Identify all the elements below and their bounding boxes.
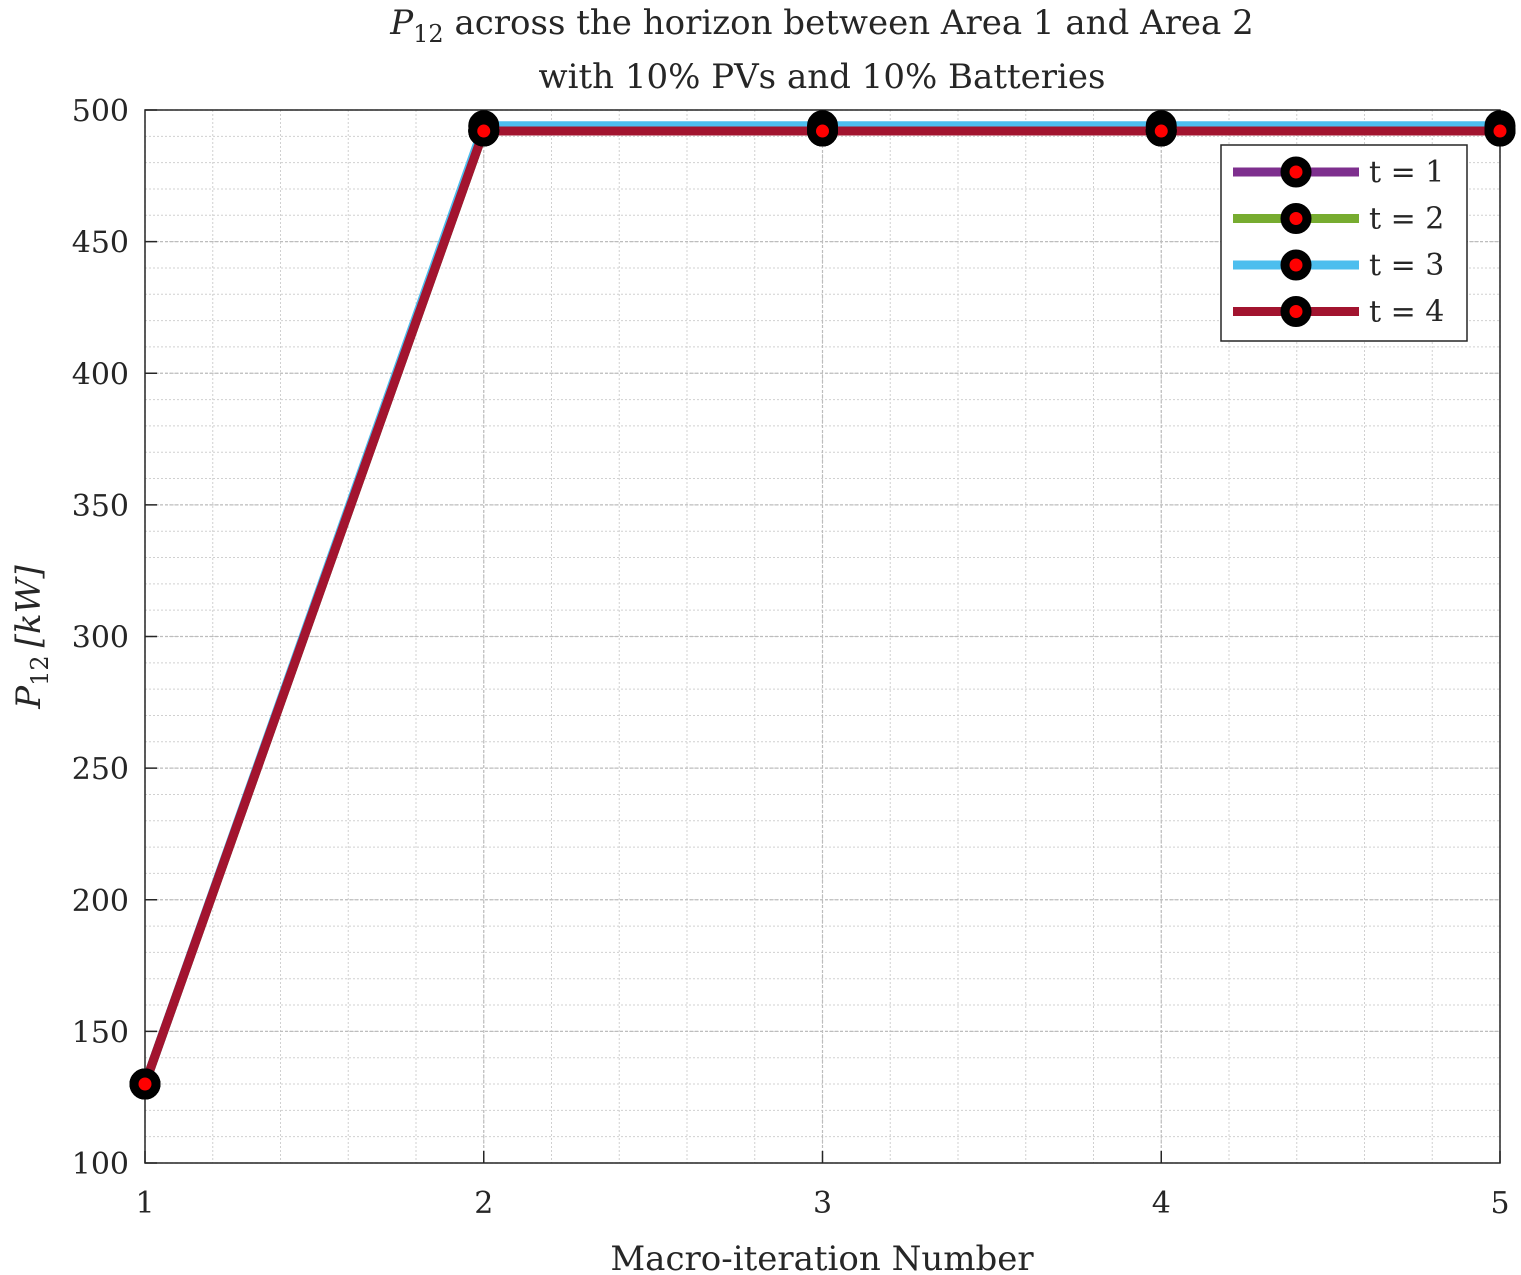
- y-tick-label: 250: [72, 752, 129, 787]
- y-tick-label: 150: [72, 1015, 129, 1050]
- y-axis-label: P12[kW]: [9, 565, 54, 710]
- series-4-point: [1145, 115, 1177, 147]
- chart-title: P12 across the horizon between Area 1 an…: [389, 3, 1253, 48]
- legend-marker-2: [1280, 203, 1312, 234]
- legend-label-3: t = 3: [1369, 248, 1444, 283]
- series-4-point: [468, 115, 500, 147]
- series-markers: [129, 110, 1516, 1100]
- series-4-point: [807, 115, 838, 147]
- x-tick-label: 5: [1490, 1186, 1509, 1221]
- y-tick-label: 450: [72, 226, 129, 261]
- legend-marker-1: [1280, 156, 1312, 188]
- legend-label-1: t = 1: [1369, 155, 1444, 190]
- legend-label-4: t = 4: [1369, 295, 1444, 330]
- series-4-point: [129, 1068, 161, 1100]
- series-4-point: [1484, 115, 1516, 147]
- y-tick-label: 500: [72, 94, 129, 129]
- axis-ticks: 1 2 3 4 5 100 150 200 250 300 350 400 450 500: [72, 94, 1510, 1221]
- x-tick-label: 2: [474, 1186, 493, 1221]
- y-tick-label: 300: [72, 621, 129, 656]
- x-tick-label: 1: [135, 1186, 154, 1221]
- legend: t = 1 t = 2 t = 3 t = 4: [1220, 144, 1468, 342]
- chart-subtitle: with 10% PVs and 10% Batteries: [539, 57, 1106, 97]
- x-axis-label: Macro-iteration Number: [610, 1239, 1034, 1275]
- legend-label-2: t = 2: [1369, 202, 1444, 237]
- x-tick-label: 4: [1152, 1186, 1171, 1221]
- legend-marker-3: [1280, 249, 1312, 281]
- y-tick-label: 100: [72, 1147, 129, 1182]
- y-tick-label: 350: [72, 489, 129, 524]
- x-tick-label: 3: [813, 1186, 832, 1221]
- legend-marker-4: [1280, 296, 1312, 327]
- y-tick-label: 200: [72, 884, 129, 919]
- y-tick-label: 400: [72, 357, 129, 392]
